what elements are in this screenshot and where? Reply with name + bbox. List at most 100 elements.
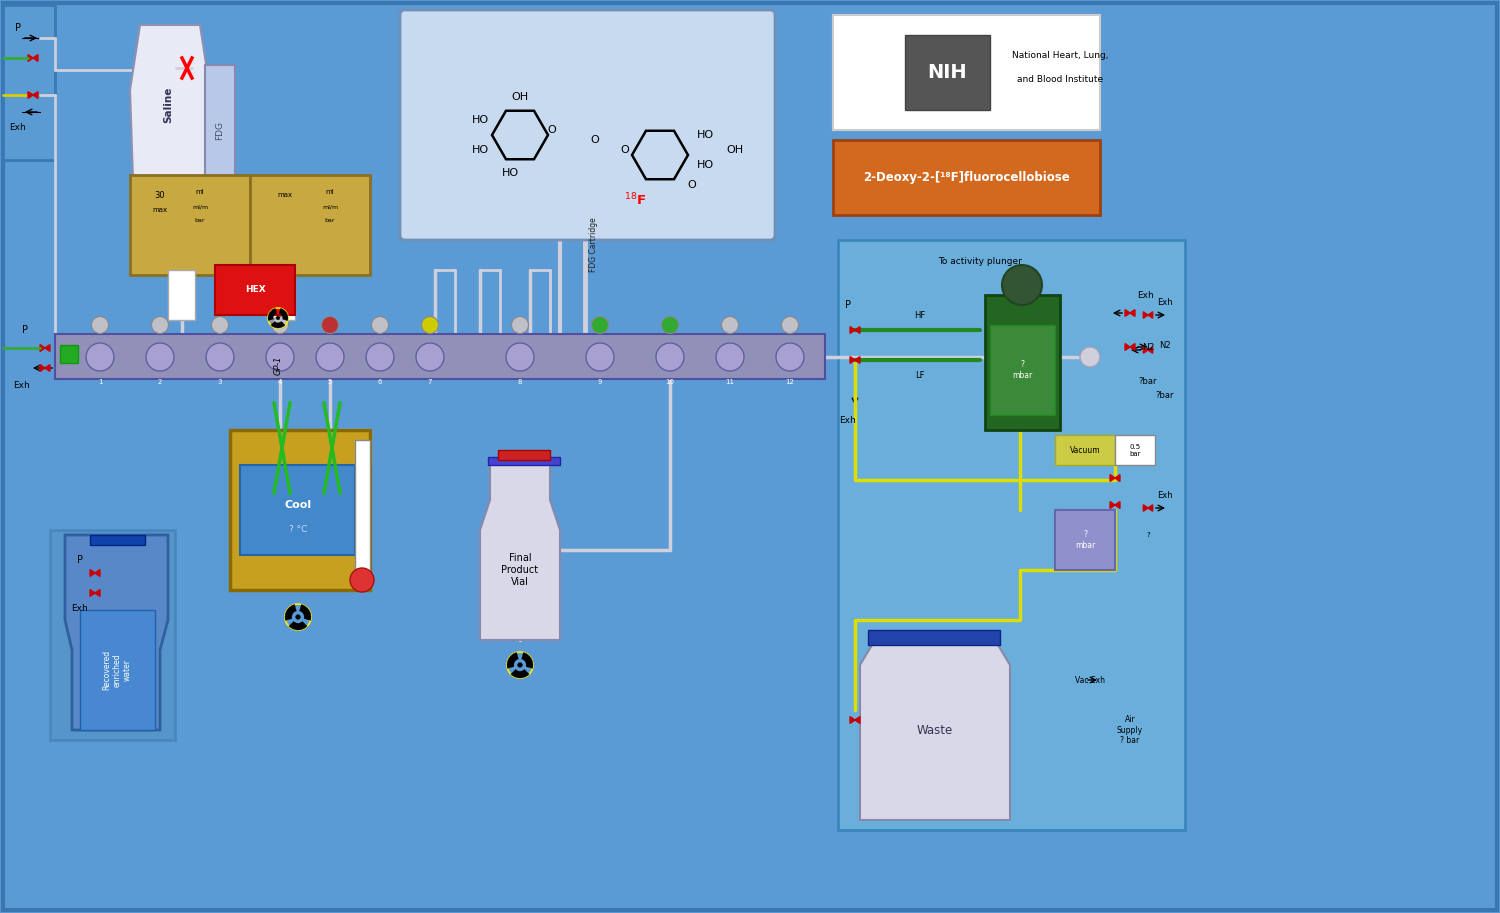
- Bar: [268, 270, 296, 320]
- Text: 4: 4: [278, 379, 282, 385]
- Circle shape: [152, 317, 168, 333]
- Circle shape: [316, 343, 344, 371]
- Text: ? °C: ? °C: [290, 526, 308, 534]
- Text: and Blood Institute: and Blood Institute: [1017, 76, 1102, 85]
- Polygon shape: [45, 364, 50, 372]
- Text: Exh: Exh: [840, 415, 856, 425]
- Circle shape: [416, 343, 444, 371]
- Polygon shape: [64, 535, 168, 730]
- Circle shape: [518, 663, 522, 667]
- Text: HO: HO: [501, 168, 519, 178]
- Bar: [56, 334, 825, 380]
- Text: Cool: Cool: [285, 500, 312, 510]
- Text: FDG: FDG: [216, 121, 225, 140]
- Text: HO: HO: [696, 130, 714, 140]
- Bar: [168, 270, 195, 320]
- Text: 7: 7: [427, 379, 432, 385]
- Bar: [833, 15, 1100, 130]
- Circle shape: [512, 317, 528, 333]
- Wedge shape: [512, 669, 530, 678]
- Circle shape: [506, 343, 534, 371]
- Polygon shape: [850, 357, 855, 363]
- Polygon shape: [33, 55, 38, 61]
- Text: 0.5
bar: 0.5 bar: [1130, 444, 1140, 456]
- Wedge shape: [290, 622, 308, 630]
- Wedge shape: [285, 604, 297, 620]
- Text: HO: HO: [471, 145, 489, 155]
- Text: 11: 11: [726, 379, 735, 385]
- Text: ?bar: ?bar: [1138, 377, 1158, 386]
- Text: LF: LF: [915, 371, 924, 380]
- Text: National Heart, Lung,: National Heart, Lung,: [1011, 50, 1108, 59]
- Text: HF: HF: [915, 310, 926, 320]
- Text: ml: ml: [195, 189, 204, 195]
- Polygon shape: [1125, 343, 1130, 351]
- Text: bar: bar: [195, 217, 206, 223]
- Circle shape: [586, 343, 613, 371]
- Bar: [498, 450, 550, 460]
- Polygon shape: [1110, 475, 1114, 481]
- Circle shape: [716, 343, 744, 371]
- Text: HO: HO: [471, 115, 489, 125]
- Bar: [251, 175, 370, 275]
- Wedge shape: [272, 321, 285, 328]
- Text: ?
mbar: ? mbar: [1076, 530, 1095, 550]
- Text: O: O: [687, 180, 696, 190]
- Polygon shape: [40, 344, 45, 352]
- Text: 2: 2: [158, 379, 162, 385]
- Text: 10: 10: [666, 379, 675, 385]
- Polygon shape: [1143, 505, 1148, 511]
- Wedge shape: [279, 309, 288, 320]
- Circle shape: [276, 316, 280, 320]
- Polygon shape: [859, 640, 1010, 820]
- Circle shape: [1080, 347, 1100, 367]
- Polygon shape: [1130, 343, 1136, 351]
- Text: N2: N2: [1142, 342, 1154, 352]
- Text: 2-Deoxy-2-[¹⁸F]fluorocellobiose: 2-Deoxy-2-[¹⁸F]fluorocellobiose: [862, 171, 1070, 184]
- Text: max: max: [278, 192, 292, 198]
- Bar: [60, 345, 78, 363]
- Circle shape: [146, 343, 174, 371]
- Wedge shape: [268, 309, 278, 320]
- Polygon shape: [1125, 310, 1130, 317]
- Bar: [986, 295, 1060, 430]
- Text: P: P: [844, 300, 850, 310]
- Circle shape: [662, 317, 678, 333]
- Polygon shape: [28, 91, 33, 99]
- Text: P: P: [22, 325, 28, 335]
- Polygon shape: [1148, 347, 1152, 353]
- Text: 8: 8: [518, 379, 522, 385]
- Circle shape: [656, 343, 684, 371]
- Text: ?: ?: [1146, 532, 1150, 538]
- Text: ml/m: ml/m: [192, 205, 208, 209]
- Polygon shape: [855, 357, 859, 363]
- Text: $^{18}$F: $^{18}$F: [624, 192, 646, 208]
- Polygon shape: [40, 364, 45, 372]
- Bar: [904, 35, 990, 110]
- Circle shape: [350, 568, 374, 592]
- Bar: [488, 457, 560, 465]
- Bar: [50, 530, 176, 740]
- Polygon shape: [1143, 311, 1148, 319]
- Bar: [1054, 435, 1114, 465]
- Text: Exh: Exh: [1156, 490, 1173, 499]
- Text: Vac Exh: Vac Exh: [1076, 676, 1106, 685]
- Bar: [990, 325, 1054, 415]
- Text: HO: HO: [696, 160, 714, 170]
- Text: 6: 6: [378, 379, 382, 385]
- Text: ?bar: ?bar: [1155, 391, 1174, 400]
- Polygon shape: [45, 344, 50, 352]
- Polygon shape: [33, 91, 38, 99]
- Wedge shape: [522, 653, 532, 668]
- Circle shape: [722, 317, 738, 333]
- Circle shape: [92, 317, 108, 333]
- Circle shape: [266, 343, 294, 371]
- Circle shape: [591, 317, 609, 333]
- Text: ?
mbar: ? mbar: [1013, 361, 1032, 380]
- Text: 1: 1: [98, 379, 102, 385]
- Bar: [1054, 510, 1114, 570]
- Text: Waste: Waste: [916, 723, 952, 737]
- Bar: [214, 265, 296, 315]
- Bar: [3, 5, 55, 160]
- Circle shape: [782, 317, 798, 333]
